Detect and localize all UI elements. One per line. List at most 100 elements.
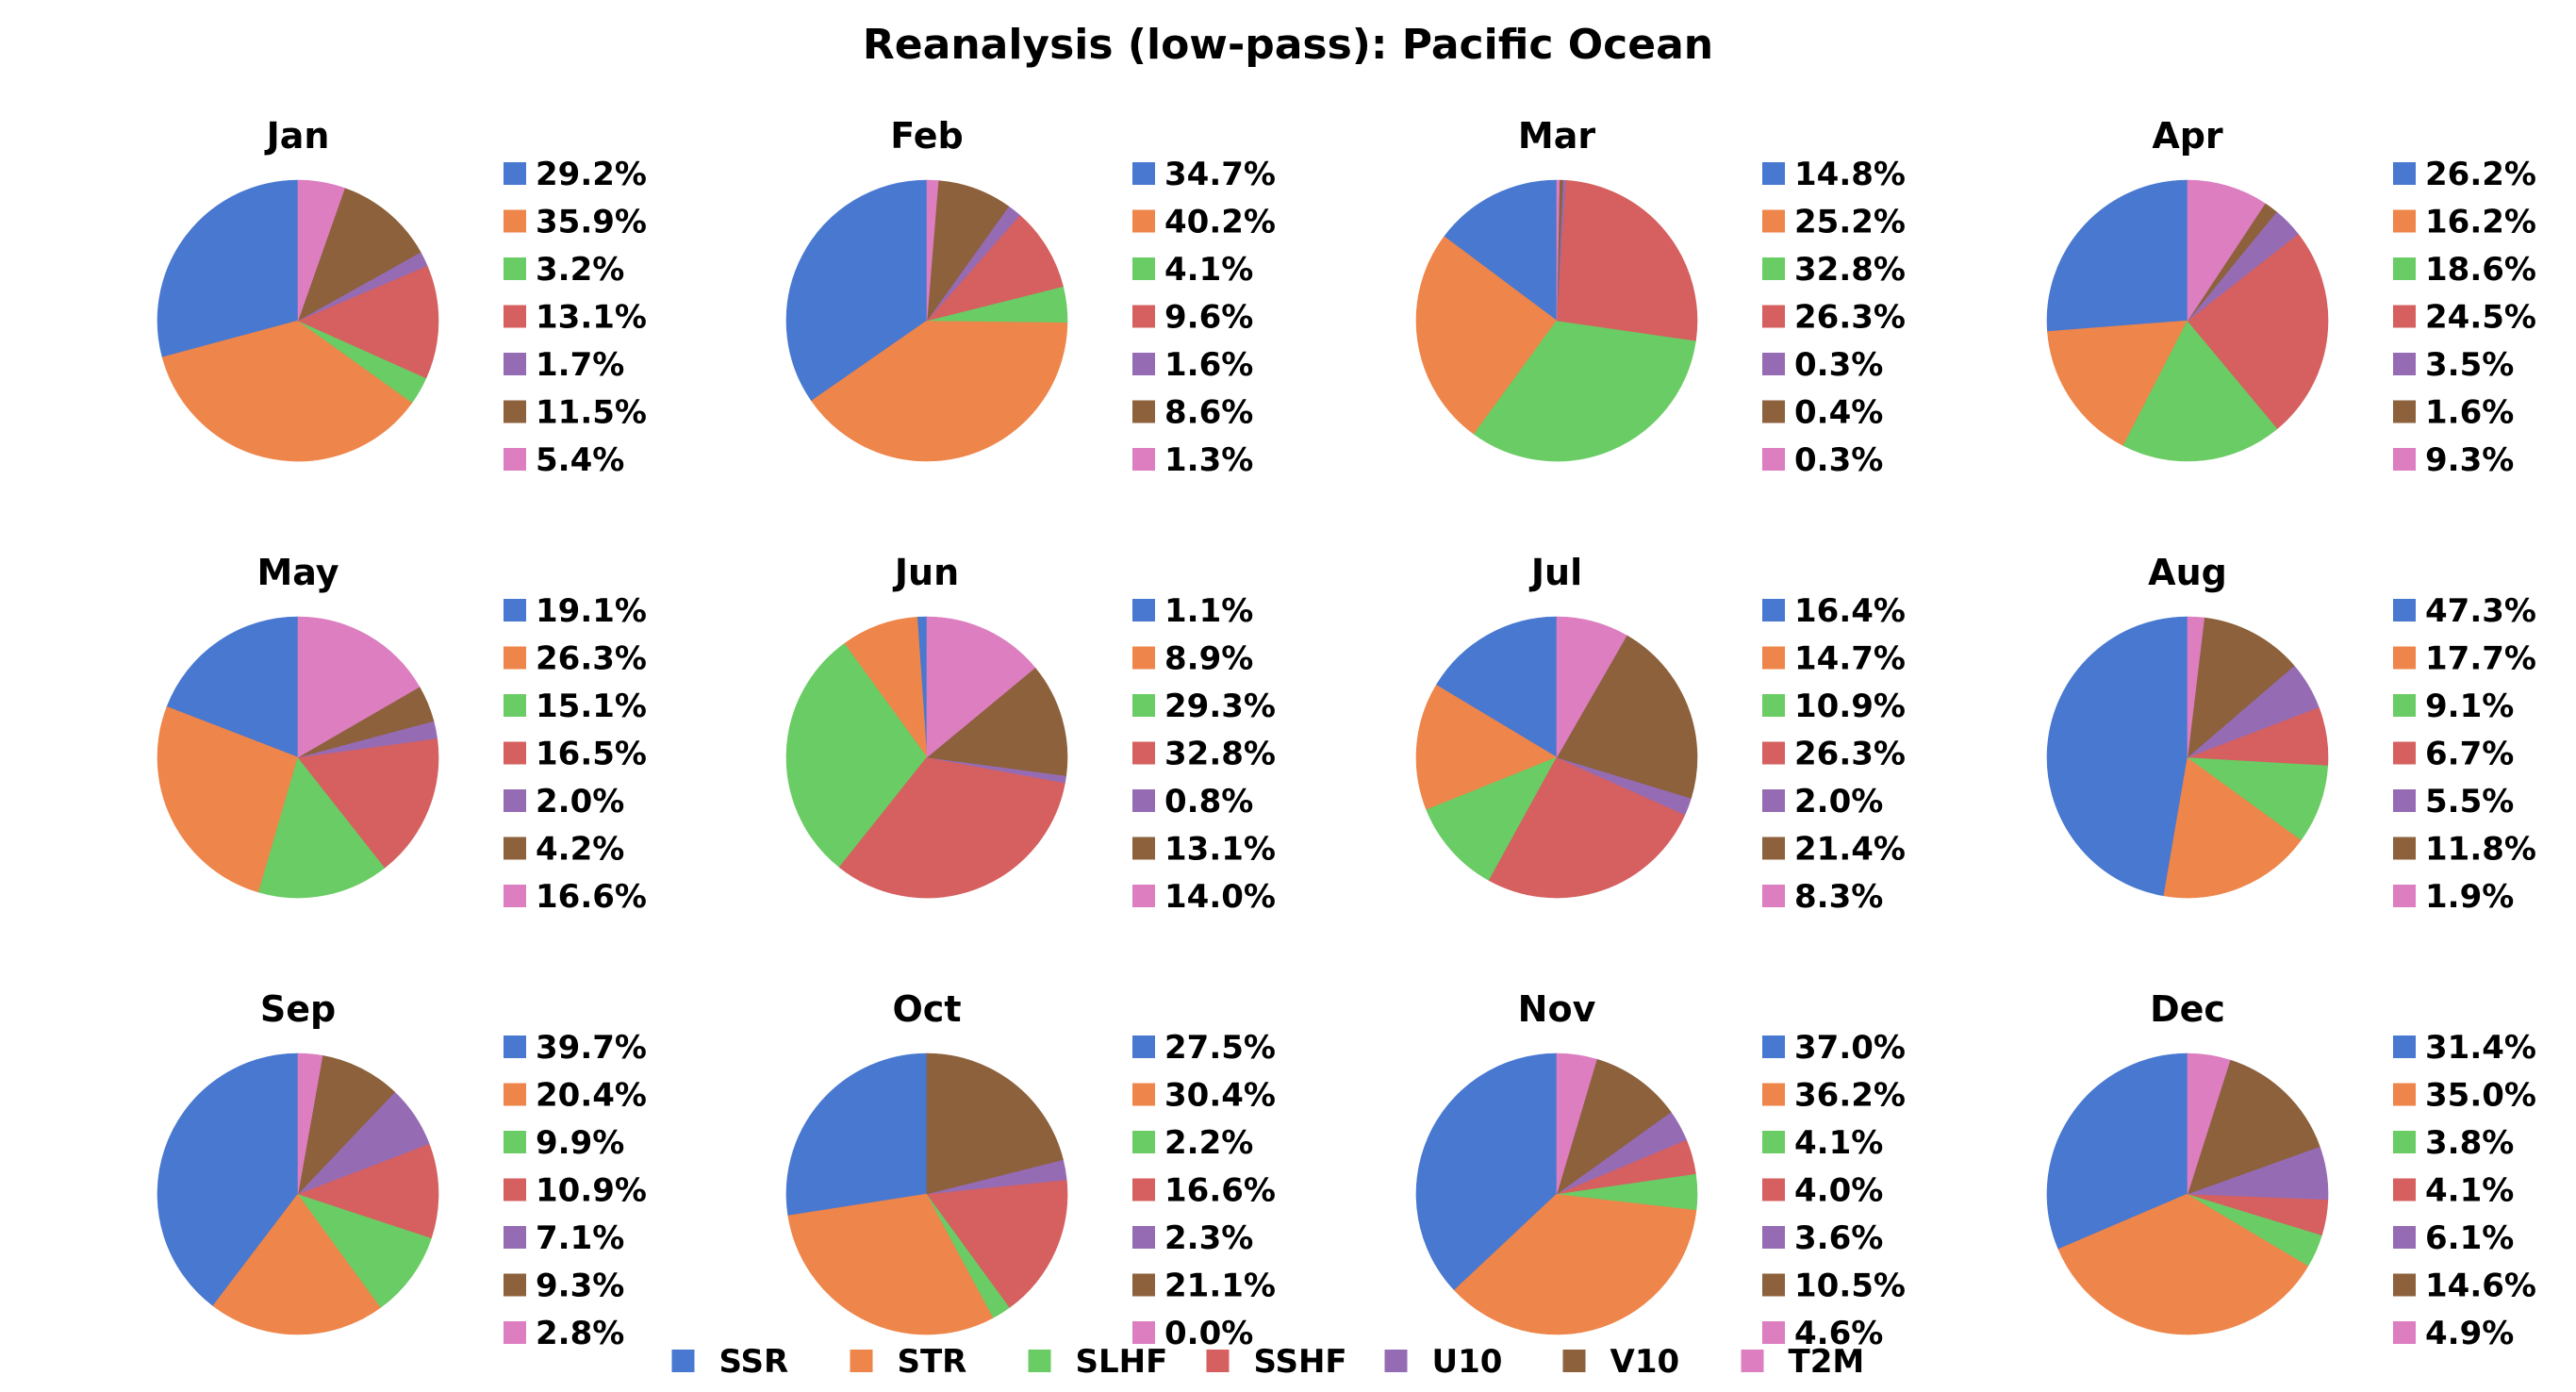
legend-percent-label: 9.3% [2425, 441, 2514, 479]
panel-title: Apr [2152, 115, 2223, 157]
legend-percent-label: 13.1% [1164, 831, 1276, 869]
legend-swatch [1132, 353, 1155, 375]
legend-swatch [1132, 741, 1155, 765]
legend-swatch [504, 837, 526, 860]
legend-swatch [2393, 694, 2416, 717]
legend-percent-label: 16.6% [536, 878, 647, 916]
pie-slice-sshf [297, 737, 439, 869]
pie-slice-t2m [297, 616, 421, 758]
pie-slice-v10 [926, 667, 1068, 776]
legend-swatch [1132, 1226, 1155, 1249]
legend-swatch-ssr [671, 1350, 695, 1372]
pie-panel: Nov 37.0% 36.2% 4.1% 4.0% 3.6% 10.5% 4.6% [1415, 988, 1906, 1352]
legend-swatch [2393, 1273, 2416, 1297]
legend-percent-label: 39.7% [536, 1029, 647, 1067]
legend-percent-label: 14.6% [2425, 1268, 2536, 1305]
panel-title: Sep [260, 988, 336, 1030]
legend-percent-label: 26.3% [1794, 736, 1906, 773]
legend-swatch [1762, 162, 1785, 185]
legend-swatch [1132, 209, 1155, 233]
pie-slice-sshf [926, 1179, 1068, 1308]
legend-percent-label: 29.3% [1164, 688, 1276, 725]
legend-percent-label: 26.2% [2425, 156, 2536, 193]
pie-slice-sshf [2187, 233, 2329, 429]
legend-percent-label: 1.1% [1164, 592, 1253, 630]
legend-percent-label: 16.4% [1794, 592, 1906, 630]
pie-slice-sshf [297, 265, 439, 379]
pie-slice-str [161, 320, 413, 462]
legend-swatch [2393, 789, 2416, 812]
pie-slice-ssr [157, 1052, 299, 1307]
legend-percent-label: 0.3% [1794, 441, 1883, 479]
legend-percent-label: 3.6% [1794, 1219, 1883, 1257]
legend-swatch [2393, 646, 2416, 670]
pie-slice-t2m [297, 1052, 323, 1195]
legend-percent-label: 15.1% [536, 688, 647, 725]
panel-title: Aug [2148, 552, 2227, 593]
legend-swatch [504, 885, 526, 907]
legend-swatch [1132, 400, 1155, 423]
panel-title: Jan [264, 115, 330, 157]
legend-percent-label: 9.6% [1164, 299, 1253, 337]
legend-label-sshf: SSHF [1254, 1343, 1347, 1381]
legend-label-str: STR [898, 1343, 967, 1381]
legend-swatch [1762, 400, 1785, 423]
panel-title: Mar [1518, 115, 1595, 157]
legend-percent-label: 8.6% [1164, 394, 1253, 432]
legend-swatch [2393, 837, 2416, 860]
pie-slice-str [157, 705, 299, 893]
legend-percent-label: 35.9% [536, 204, 647, 241]
legend-label-t2m: T2M [1789, 1343, 1865, 1381]
legend-swatch [2393, 1321, 2416, 1344]
pie-slice-str [2047, 320, 2188, 446]
legend-percent-label: 11.8% [2425, 831, 2536, 869]
legend-swatch [1132, 646, 1155, 670]
pie-slice-t2m [2187, 179, 2266, 322]
legend-swatch [1132, 305, 1155, 328]
legend-swatch [504, 599, 526, 621]
legend-swatch [1762, 694, 1785, 717]
legend-swatch [504, 694, 526, 717]
panel-title: Feb [890, 115, 963, 157]
pie-slice-ssr [157, 179, 299, 358]
legend-percent-label: 18.6% [2425, 251, 2536, 289]
pie-slice-str [844, 617, 928, 759]
pie-slice-t2m [2187, 616, 2205, 758]
pie-slice-ssr [1415, 1052, 1558, 1291]
legend-percent-label: 21.1% [1164, 1268, 1276, 1305]
legend-swatch [504, 257, 526, 280]
legend-percent-label: 4.0% [1794, 1172, 1883, 1210]
pie-slice-slhf [1426, 756, 1558, 881]
pie-slice-ssr [785, 179, 928, 402]
legend-percent-label: 14.8% [1794, 156, 1906, 193]
panel-title: Jun [892, 552, 959, 593]
legend-swatch [1762, 448, 1785, 471]
legend-percent-label: 0.0% [1164, 1315, 1253, 1352]
pie-panels: Jan 29.2% 35.9% 3.2% 13.1% 1.7% 11.5% 5.4% Feb 34… [157, 115, 2536, 1352]
legend-swatch [1762, 789, 1785, 812]
pie-slice-str [212, 1193, 382, 1335]
legend-percent-label: 17.7% [2425, 640, 2536, 678]
legend-swatch [1762, 599, 1785, 621]
pie-slice-ssr [1435, 616, 1558, 758]
legend-percent-label: 32.8% [1164, 736, 1276, 773]
legend-percent-label: 32.8% [1794, 251, 1906, 289]
legend-label-v10: V10 [1610, 1343, 1680, 1381]
legend-swatch [1762, 257, 1785, 280]
pie-slice-v10 [2187, 617, 2295, 758]
pie-slice-str [811, 320, 1068, 462]
pie-slice-str [787, 1193, 994, 1335]
legend-percent-label: 37.0% [1794, 1029, 1906, 1067]
legend-label-u10: U10 [1432, 1343, 1503, 1381]
legend-percent-label: 8.9% [1164, 640, 1253, 678]
pie-slice-ssr [1444, 179, 1558, 322]
pie-panel: Jul 16.4% 14.7% 10.9% 26.3% 2.0% 21.4% 8.3% [1415, 552, 1906, 916]
legend-percent-label: 27.5% [1164, 1029, 1276, 1067]
legend-percent-label: 36.2% [1794, 1077, 1906, 1115]
legend-percent-label: 4.9% [2425, 1315, 2514, 1352]
legend-swatch-sshf [1206, 1350, 1230, 1372]
legend-percent-label: 11.5% [536, 394, 647, 432]
pie-panel: May 19.1% 26.3% 15.1% 16.5% 2.0% 4.2% 16.6% [157, 552, 647, 916]
panel-title: Oct [893, 988, 962, 1030]
